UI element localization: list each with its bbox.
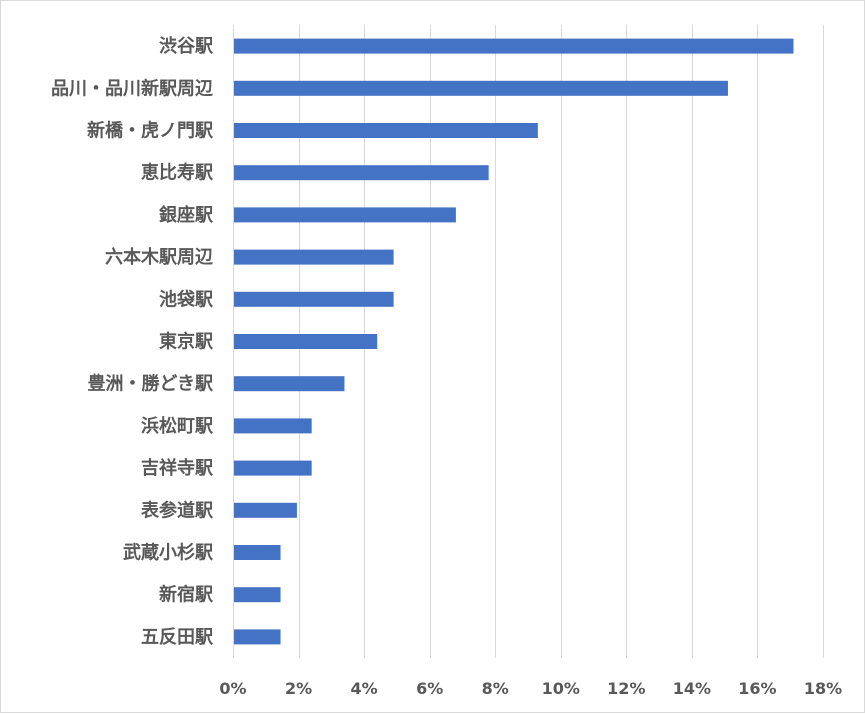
bar — [234, 587, 281, 603]
x-tick-label: 4% — [351, 679, 378, 698]
category-label: 表参道駅 — [141, 499, 214, 521]
category-label: 武蔵小杉駅 — [123, 542, 214, 564]
category-label: 新橋・虎ノ門駅 — [87, 120, 214, 142]
x-tick-label: 6% — [416, 679, 443, 698]
x-tick-label: 18% — [804, 679, 842, 698]
bar — [234, 249, 394, 265]
bar — [234, 123, 538, 138]
category-label: 吉祥寺駅 — [141, 457, 214, 479]
x-tick-label: 14% — [673, 679, 711, 698]
category-label: 銀座駅 — [159, 204, 214, 226]
bar — [234, 291, 394, 307]
x-tick-label: 8% — [482, 679, 509, 698]
bar — [234, 460, 312, 476]
x-tick-label: 16% — [738, 679, 776, 698]
x-tick-label: 2% — [285, 679, 312, 698]
category-label: 池袋駅 — [159, 288, 214, 310]
category-label: 品川・品川新駅周辺 — [51, 77, 213, 99]
bar — [234, 334, 378, 349]
category-label: 新宿駅 — [159, 584, 214, 606]
bar — [234, 545, 281, 560]
category-label: 五反田駅 — [141, 627, 214, 648]
category-label: 恵比寿駅 — [141, 162, 214, 184]
bar — [234, 418, 312, 434]
bar-layer — [234, 38, 794, 645]
x-tick-labels: 0% 2% 4% 6% 8% 10% 12% 14% 16% 18% — [219, 679, 842, 698]
category-label: 豊洲・勝どき駅 — [88, 373, 214, 395]
bar — [234, 502, 297, 518]
category-label: 浜松町駅 — [141, 415, 214, 437]
category-label: 六本木駅周辺 — [105, 246, 213, 268]
bar — [234, 629, 281, 645]
bar — [234, 376, 345, 392]
bar — [234, 165, 489, 181]
category-label: 渋谷駅 — [159, 35, 214, 57]
bar — [234, 207, 456, 223]
bar — [234, 38, 794, 54]
x-tick-label: 12% — [607, 679, 645, 698]
x-tick-label: 0% — [219, 679, 246, 698]
bar — [234, 80, 728, 96]
category-label: 東京駅 — [159, 331, 214, 353]
x-tick-label: 10% — [542, 679, 580, 698]
category-labels: 渋谷駅品川・品川新駅周辺新橋・虎ノ門駅恵比寿駅銀座駅六本木駅周辺池袋駅東京駅豊洲… — [51, 35, 214, 648]
